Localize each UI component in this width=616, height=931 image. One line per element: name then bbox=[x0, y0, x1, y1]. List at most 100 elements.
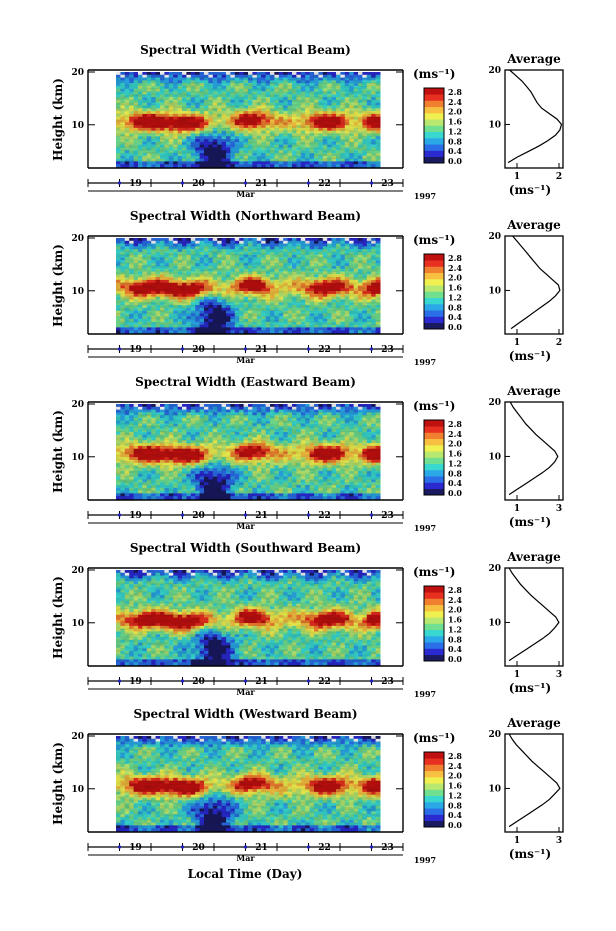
heatmap-cell bbox=[243, 420, 249, 425]
heatmap-cell bbox=[371, 111, 377, 115]
heatmap-cell bbox=[239, 161, 245, 165]
heatmap-cell bbox=[256, 94, 262, 98]
heatmap-cell bbox=[129, 74, 135, 79]
heatmap-cell bbox=[129, 271, 135, 275]
heatmap-cell bbox=[124, 91, 130, 95]
heatmap-cell bbox=[186, 254, 192, 259]
heatmap-cell bbox=[256, 319, 262, 323]
heatmap-cell bbox=[261, 316, 267, 320]
heatmap-cell bbox=[327, 426, 333, 430]
heatmap-cell bbox=[138, 307, 143, 312]
heatmap-cell bbox=[344, 302, 350, 306]
heatmap-cell bbox=[261, 155, 267, 160]
heatmap-cell bbox=[182, 417, 187, 422]
heatmap-cell bbox=[362, 238, 368, 242]
heatmap-cell bbox=[300, 426, 306, 430]
heatmap-cell bbox=[283, 249, 289, 253]
heatmap-cell bbox=[168, 94, 174, 98]
heatmap-cell bbox=[195, 406, 201, 411]
heatmap-cell bbox=[292, 155, 297, 160]
heatmap-cell bbox=[358, 139, 363, 143]
heatmap-cell bbox=[318, 271, 324, 275]
heatmap-cell bbox=[208, 330, 214, 334]
heatmap-cell bbox=[208, 72, 214, 76]
heatmap-cell bbox=[366, 420, 372, 425]
heatmap-cell bbox=[133, 83, 139, 87]
heatmap-cell bbox=[366, 133, 372, 137]
heatmap-cell bbox=[177, 141, 183, 146]
heatmap-cell bbox=[270, 119, 275, 123]
heatmap-cell bbox=[296, 327, 302, 331]
heatmap-cell bbox=[155, 139, 161, 143]
heatmap-cell bbox=[300, 293, 306, 298]
heatmap-cell bbox=[234, 288, 240, 292]
heatmap-cell bbox=[160, 72, 165, 76]
heatmap-cell bbox=[195, 102, 201, 107]
heatmap-cell bbox=[274, 324, 280, 328]
heatmap-cell bbox=[344, 434, 350, 439]
heatmap-cell bbox=[261, 291, 267, 295]
heatmap-cell bbox=[133, 161, 139, 165]
heatmap-cell bbox=[322, 141, 328, 146]
heatmap-cell bbox=[283, 158, 289, 162]
heatmap-cell bbox=[168, 434, 174, 439]
heatmap-cell bbox=[349, 74, 355, 79]
heatmap-cell bbox=[120, 249, 126, 253]
heatmap-cell bbox=[340, 282, 346, 286]
heatmap-cell bbox=[261, 307, 267, 312]
heatmap-cell bbox=[270, 302, 275, 306]
heatmap-cell bbox=[305, 431, 311, 436]
heatmap-cell bbox=[155, 282, 161, 286]
heatmap-cell bbox=[168, 238, 174, 242]
heatmap-cell bbox=[331, 299, 337, 303]
heatmap-cell bbox=[270, 310, 275, 314]
heatmap-cell bbox=[208, 113, 214, 118]
heatmap-cell bbox=[283, 423, 289, 427]
heatmap-cell bbox=[124, 238, 130, 242]
heatmap-cell bbox=[340, 113, 346, 118]
heatmap-cell bbox=[283, 80, 289, 84]
heatmap-cell bbox=[349, 434, 355, 439]
heatmap-cell bbox=[160, 102, 165, 107]
heatmap-cell bbox=[124, 77, 130, 81]
heatmap-cell bbox=[327, 72, 333, 76]
heatmap-cell bbox=[318, 88, 324, 93]
heatmap-cell bbox=[362, 147, 368, 151]
heatmap-cell bbox=[129, 125, 135, 129]
heatmap-cell bbox=[362, 119, 368, 123]
heatmap-cell bbox=[296, 85, 302, 90]
heatmap-cell bbox=[278, 406, 284, 411]
heatmap-cell bbox=[133, 268, 139, 273]
heatmap-cell bbox=[133, 144, 139, 148]
heatmap-cell bbox=[322, 257, 328, 261]
heatmap-cell bbox=[292, 305, 297, 309]
heatmap-cell bbox=[146, 141, 152, 146]
heatmap-cell bbox=[204, 155, 209, 160]
heatmap-cell bbox=[256, 99, 262, 104]
heatmap-cell bbox=[274, 307, 280, 312]
heatmap-cell bbox=[182, 431, 187, 436]
heatmap-cell bbox=[256, 91, 262, 95]
heatmap-cell bbox=[349, 77, 355, 81]
heatmap-cell bbox=[371, 150, 377, 154]
heatmap-cell bbox=[182, 88, 187, 93]
heatmap-cell bbox=[155, 240, 161, 245]
heatmap-cell bbox=[340, 279, 346, 284]
heatmap-cell bbox=[138, 116, 143, 120]
heatmap-cell bbox=[160, 238, 165, 242]
heatmap-cell bbox=[375, 313, 381, 317]
heatmap-cell bbox=[116, 133, 121, 137]
heatmap-cell bbox=[314, 80, 319, 84]
heatmap-cell bbox=[300, 125, 306, 129]
heatmap-cell bbox=[314, 119, 319, 123]
heatmap-cell bbox=[331, 313, 337, 317]
heatmap-cell bbox=[208, 277, 214, 281]
heatmap-cell bbox=[116, 108, 121, 112]
heatmap-cell bbox=[371, 415, 377, 419]
heatmap-cell bbox=[252, 305, 258, 309]
heatmap-cell bbox=[287, 268, 293, 273]
heatmap-cell bbox=[190, 133, 196, 137]
heatmap-cell bbox=[168, 102, 174, 107]
heatmap-cell bbox=[248, 238, 253, 242]
heatmap-cell bbox=[230, 434, 236, 439]
